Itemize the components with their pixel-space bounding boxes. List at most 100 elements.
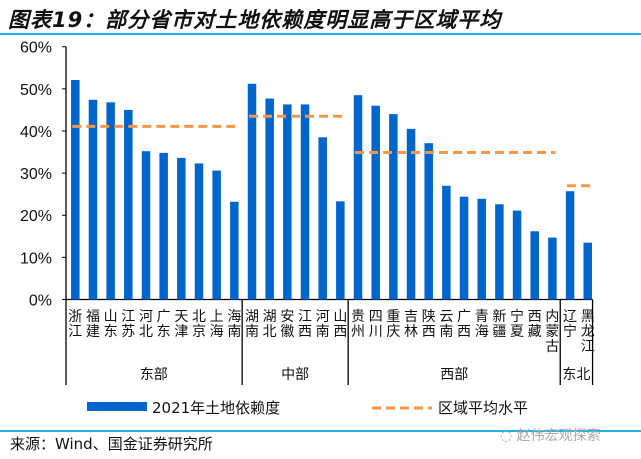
category-label-char: 江: [298, 309, 312, 325]
y-tick-label: 50%: [20, 82, 52, 99]
bar-浙江: [71, 79, 80, 300]
wechat-icon: ◌: [500, 428, 517, 444]
category-label-char: 内: [545, 309, 559, 325]
y-tick-label: 40%: [20, 124, 52, 141]
category-label-char: 云: [439, 309, 453, 325]
category-label-char: 东: [157, 324, 171, 340]
bar-内蒙古: [548, 237, 557, 300]
category-label-char: 西: [422, 324, 436, 340]
category-label-char: 吉: [404, 309, 418, 325]
category-label-char: 福: [86, 309, 100, 325]
watermark-text: 赵伟宏观探索: [516, 428, 601, 444]
category-label-char: 海: [475, 324, 489, 340]
category-label-char: 江: [68, 324, 82, 340]
bar-四川: [371, 105, 380, 300]
category-label-char: 林: [404, 324, 418, 340]
group-label: 西部: [440, 367, 468, 383]
category-label-char: 青: [475, 309, 489, 325]
category-label-char: 津: [174, 324, 188, 340]
bar-新疆: [495, 204, 504, 300]
group-label: 东北: [562, 367, 590, 383]
category-label-char: 湖: [245, 309, 259, 325]
bar-山东: [106, 102, 115, 300]
bar-福建: [88, 99, 98, 300]
category-label-char: 宁: [510, 308, 524, 325]
source-rule: [0, 430, 641, 432]
watermark: ◌ 赵伟宏观探索: [500, 425, 601, 445]
bar-湖北: [265, 98, 274, 300]
category-label-char: 重: [386, 309, 400, 325]
category-label-char: 南: [316, 324, 330, 340]
category-label-char: 北: [139, 324, 153, 340]
category-label-char: 庆: [386, 324, 400, 340]
category-label-char: 辽: [563, 309, 577, 325]
bar-海南: [230, 201, 239, 300]
source-note: 来源：Wind、国金证券研究所: [10, 435, 213, 453]
bar-黑龙江: [583, 242, 592, 300]
category-label-char: 徽: [280, 324, 294, 340]
category-label-char: 川: [369, 324, 383, 340]
chart-title: 图表19：部分省市对土地依赖度明显高于区域平均: [8, 8, 502, 32]
category-label-char: 南: [227, 324, 241, 340]
category-label-char: 西: [457, 324, 471, 340]
bar-吉林: [406, 128, 416, 300]
category-label-char: 蒙: [545, 324, 559, 340]
category-label-char: 江: [581, 339, 595, 355]
category-label-char: 宁: [563, 323, 577, 340]
legend-bar-label: 2021年土地依赖度: [152, 399, 280, 417]
category-label-char: 湖: [263, 309, 277, 325]
bar-江西: [300, 104, 310, 300]
bar-山西: [336, 201, 345, 300]
category-label-char: 苏: [121, 324, 135, 340]
category-label-char: 江: [121, 309, 135, 325]
category-label-char: 广: [457, 309, 471, 325]
y-tick-label: 20%: [20, 208, 52, 225]
category-label-char: 山: [104, 309, 118, 325]
bar-河南: [318, 137, 327, 300]
category-label-char: 贵: [351, 309, 365, 325]
category-label-char: 安: [280, 309, 294, 325]
legend-avg-label: 区域平均水平: [438, 399, 528, 417]
category-label-char: 北: [192, 309, 206, 325]
y-tick-label: 30%: [20, 166, 52, 183]
category-label-char: 河: [316, 309, 330, 325]
category-label-char: 疆: [492, 324, 506, 340]
bar-宁夏: [512, 210, 522, 300]
bar-天津: [177, 157, 186, 300]
legend-bar-swatch: [87, 402, 147, 411]
category-label-char: 天: [174, 309, 188, 325]
bar-上海: [212, 170, 221, 300]
bar-辽宁: [565, 191, 575, 300]
category-label-char: 新: [492, 309, 506, 325]
bar-云南: [442, 185, 451, 300]
category-label-char: 山: [333, 309, 347, 325]
category-label-char: 四: [369, 309, 383, 325]
category-label-char: 上: [210, 309, 224, 325]
bar-安徽: [283, 104, 292, 300]
category-label-char: 南: [245, 324, 259, 340]
category-label-char: 州: [351, 324, 365, 340]
bar-陕西: [424, 143, 433, 300]
y-tick-label: 60%: [20, 40, 52, 57]
bar-北京: [194, 163, 204, 300]
title-rule: [0, 33, 641, 35]
category-label-char: 河: [139, 309, 153, 325]
category-label-char: 南: [439, 324, 453, 340]
category-label-char: 广: [157, 309, 171, 325]
category-label-char: 夏: [510, 324, 524, 340]
category-label-char: 黑: [581, 309, 595, 325]
group-label: 中部: [281, 367, 309, 383]
category-label-char: 龙: [581, 324, 595, 340]
category-label-char: 东: [104, 324, 118, 340]
bar-青海: [477, 198, 486, 300]
category-label-char: 京: [192, 324, 206, 340]
bar-广东: [159, 152, 168, 300]
bar-河北: [141, 151, 151, 300]
bar-广西: [459, 196, 469, 300]
category-label-char: 海: [227, 309, 241, 325]
category-label-char: 建: [86, 324, 100, 340]
y-tick-label: 0%: [29, 293, 52, 310]
category-label-char: 北: [263, 324, 277, 340]
bar-西藏: [530, 231, 539, 300]
